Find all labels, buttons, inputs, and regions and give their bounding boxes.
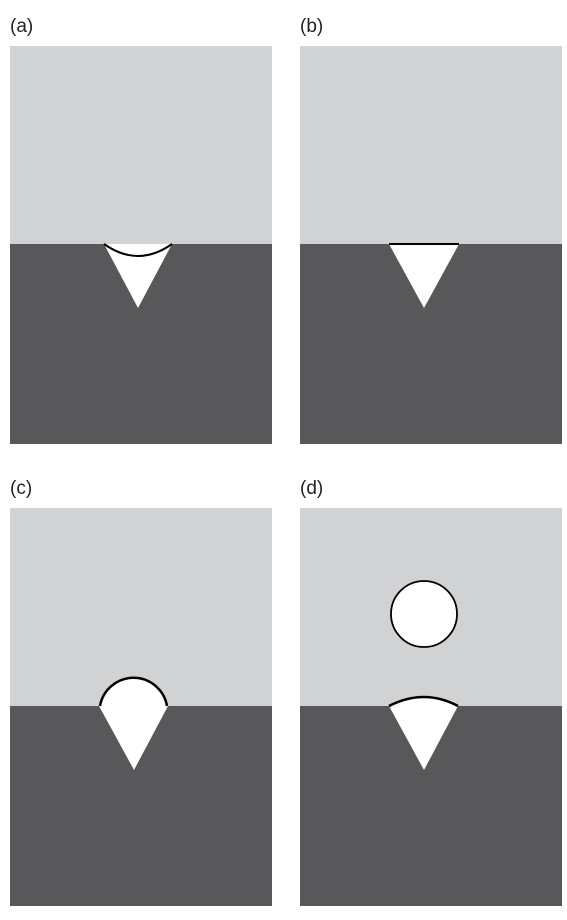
panel-b: (b) <box>300 16 562 458</box>
panel-label-b: (b) <box>300 16 324 37</box>
cavity <box>99 706 168 770</box>
panel-b-figure <box>300 46 562 444</box>
panel-label-c: (c) <box>10 478 33 499</box>
cavity <box>389 244 459 308</box>
vapor-region <box>10 508 272 706</box>
vapor-region <box>10 46 272 244</box>
panel-c: (c) <box>10 478 272 920</box>
panel-a: (a) <box>10 16 272 458</box>
vapor-region <box>300 46 562 244</box>
panel-a-figure <box>10 46 272 444</box>
panel-d: (d) <box>300 478 562 920</box>
cavity <box>104 244 172 308</box>
panel-label-d: (d) <box>300 478 324 499</box>
growing-bubble <box>98 676 169 707</box>
concave-meniscus <box>103 243 173 257</box>
panel-label-a: (a) <box>10 16 34 37</box>
cavity <box>389 706 458 770</box>
residual-meniscus <box>388 695 459 708</box>
panel-c-figure <box>10 508 272 906</box>
panel-d-figure <box>300 508 562 906</box>
departed-bubble <box>390 580 458 648</box>
